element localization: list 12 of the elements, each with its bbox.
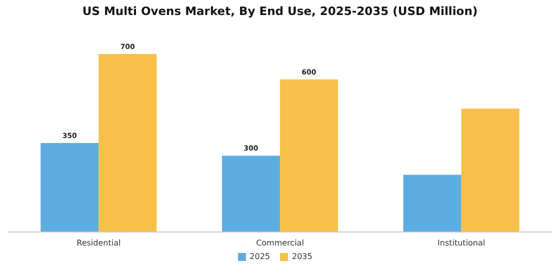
x-tick-label: Commercial [256,238,304,248]
bar [280,79,338,232]
legend-label: 2035 [292,252,312,261]
x-tick-label: Residential [76,238,121,248]
bar [40,143,99,232]
bar [222,156,280,232]
legend-label: 2025 [250,252,270,261]
bar [461,108,520,232]
bar [403,174,462,232]
bar [98,54,157,232]
x-tick-label: Institutional [438,238,486,248]
chart-title: US Multi Ovens Market, By End Use, 2025-2035 (USD Million) [81,4,479,18]
